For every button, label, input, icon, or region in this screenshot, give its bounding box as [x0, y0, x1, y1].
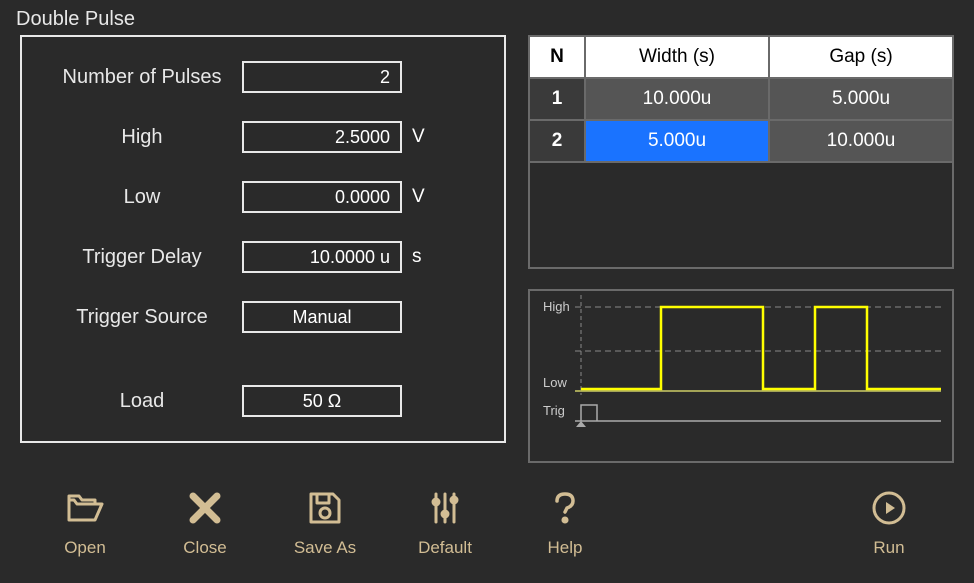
- unit-high: V: [402, 126, 432, 148]
- table-row: 1 10.000u 5.000u: [530, 79, 952, 121]
- close-icon: [184, 488, 226, 528]
- input-high[interactable]: 2.5000: [242, 121, 402, 153]
- row-num-pulses: Number of Pulses 2: [42, 47, 484, 107]
- main-body: Number of Pulses 2 High 2.5000 V Low 0.0…: [0, 35, 974, 463]
- header-gap: Gap (s): [770, 37, 952, 77]
- trigger-marker: [581, 405, 597, 421]
- unit-trig-delay: s: [402, 246, 432, 268]
- label-load: Load: [42, 390, 242, 413]
- cell-n: 1: [530, 79, 586, 119]
- play-circle-icon: [868, 488, 910, 528]
- panel-title: Double Pulse: [0, 0, 974, 35]
- unit-low: V: [402, 186, 432, 208]
- row-load: Load 50 Ω: [42, 371, 484, 431]
- close-label: Close: [183, 538, 226, 558]
- trigger-arrow-icon: [576, 421, 586, 427]
- wave-label-trig: Trig: [543, 403, 565, 418]
- open-label: Open: [64, 538, 106, 558]
- save-icon: [304, 488, 346, 528]
- open-button[interactable]: Open: [30, 488, 140, 558]
- select-trig-source[interactable]: Manual: [242, 301, 402, 333]
- help-label: Help: [548, 538, 583, 558]
- help-icon: [544, 488, 586, 528]
- cell-width[interactable]: 10.000u: [586, 79, 770, 119]
- header-width: Width (s): [586, 37, 770, 77]
- waveform-svg: High Low Trig: [538, 295, 944, 435]
- run-label: Run: [873, 538, 904, 558]
- folder-open-icon: [64, 488, 106, 528]
- close-button[interactable]: Close: [150, 488, 260, 558]
- label-trig-source: Trigger Source: [42, 306, 242, 329]
- select-load[interactable]: 50 Ω: [242, 385, 402, 417]
- pulse-path: [581, 307, 941, 389]
- app-root: Double Pulse Number of Pulses 2 High 2.5…: [0, 0, 974, 583]
- wave-label-high: High: [543, 299, 570, 314]
- table-row: 2 5.000u 10.000u: [530, 121, 952, 163]
- run-button[interactable]: Run: [834, 488, 944, 558]
- toolbar: Open Close Save As Default: [0, 463, 974, 583]
- label-low: Low: [42, 186, 242, 209]
- help-button[interactable]: Help: [510, 488, 620, 558]
- cell-n: 2: [530, 121, 586, 161]
- input-low[interactable]: 0.0000: [242, 181, 402, 213]
- waveform-preview: High Low Trig: [528, 289, 954, 463]
- label-num-pulses: Number of Pulses: [42, 66, 242, 89]
- cell-width[interactable]: 5.000u: [586, 121, 770, 161]
- header-n: N: [530, 37, 586, 77]
- table-header: N Width (s) Gap (s): [530, 37, 952, 79]
- right-column: N Width (s) Gap (s) 1 10.000u 5.000u 2 5…: [528, 35, 954, 463]
- row-high: High 2.5000 V: [42, 107, 484, 167]
- sliders-icon: [424, 488, 466, 528]
- save-as-button[interactable]: Save As: [270, 488, 380, 558]
- row-trig-source: Trigger Source Manual: [42, 287, 484, 347]
- label-trig-delay: Trigger Delay: [42, 246, 242, 269]
- settings-panel: Number of Pulses 2 High 2.5000 V Low 0.0…: [20, 35, 506, 443]
- row-trig-delay: Trigger Delay 10.0000 u s: [42, 227, 484, 287]
- save-as-label: Save As: [294, 538, 356, 558]
- row-low: Low 0.0000 V: [42, 167, 484, 227]
- wave-label-low: Low: [543, 375, 567, 390]
- input-trig-delay[interactable]: 10.0000 u: [242, 241, 402, 273]
- cell-gap[interactable]: 5.000u: [770, 79, 952, 119]
- pulse-table: N Width (s) Gap (s) 1 10.000u 5.000u 2 5…: [528, 35, 954, 269]
- default-label: Default: [418, 538, 472, 558]
- label-high: High: [42, 126, 242, 149]
- input-num-pulses[interactable]: 2: [242, 61, 402, 93]
- cell-gap[interactable]: 10.000u: [770, 121, 952, 161]
- default-button[interactable]: Default: [390, 488, 500, 558]
